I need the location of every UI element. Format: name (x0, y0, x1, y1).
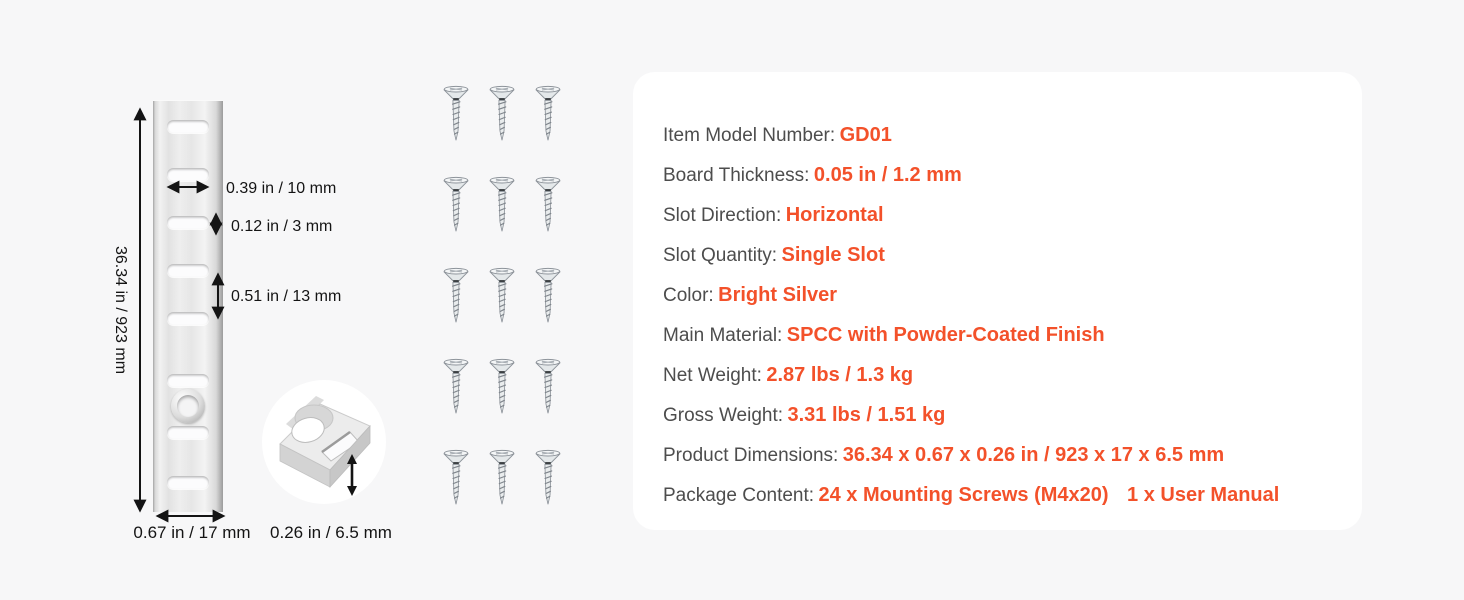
rail-width-label: 0.67 in / 17 mm (133, 523, 250, 542)
depth-arrow (347, 454, 357, 496)
screw-icon (533, 266, 563, 326)
spec-row-gross-weight: Gross Weight: 3.31 lbs / 1.51 kg (663, 395, 1332, 435)
spec-row-main-material: Main Material: SPCC with Powder-Coated F… (663, 315, 1332, 355)
screw-icon (487, 448, 517, 508)
spec-label: Item Model Number: (663, 125, 836, 146)
spec-label: Gross Weight: (663, 405, 784, 426)
depth-label: 0.26 in / 6.5 mm (270, 523, 392, 542)
spec-card: Item Model Number: GD01 Board Thickness:… (633, 72, 1362, 530)
screw-icon (533, 175, 563, 235)
screw-icon (487, 266, 517, 326)
screw-icon (441, 175, 471, 235)
spec-row-product-dimensions: Product Dimensions: 36.34 x 0.67 x 0.26 … (663, 435, 1332, 475)
slot-width-label: 0.39 in / 10 mm (226, 180, 336, 197)
spec-row-package-content: Package Content: 24 x Mounting Screws (M… (663, 475, 1332, 515)
spec-value: 2.87 lbs / 1.3 kg (766, 364, 914, 386)
spec-label: Board Thickness: (663, 165, 810, 186)
height-dimension-label: 36.34 in / 923 mm (112, 246, 129, 374)
rail-slot (167, 426, 209, 439)
screws-grid (441, 84, 563, 508)
spec-value: Single Slot (781, 244, 885, 266)
rail-diagram (153, 100, 223, 512)
screw-hole-ring (171, 389, 205, 423)
spec-label: Slot Quantity: (663, 245, 778, 266)
rail-slot (167, 476, 209, 489)
spec-value: SPCC with Powder-Coated Finish (786, 324, 1105, 346)
rail-slot (167, 168, 209, 181)
spec-row-board-thickness: Board Thickness: 0.05 in / 1.2 mm (663, 155, 1332, 195)
screw-icon (533, 448, 563, 508)
height-dimension: 36.34 in / 923 mm (112, 107, 147, 513)
rail-slot (167, 374, 209, 387)
spec-label: Color: (663, 285, 714, 306)
screw-icon (441, 448, 471, 508)
spec-value: 24 x Mounting Screws (M4x20) (818, 484, 1109, 506)
spec-label: Package Content: (663, 485, 815, 506)
screw-icon (487, 175, 517, 235)
screw-icon (441, 357, 471, 417)
spec-label: Slot Direction: (663, 205, 782, 226)
spec-label: Main Material: (663, 325, 783, 346)
spec-row-slot-direction: Slot Direction: Horizontal (663, 195, 1332, 235)
spec-row-item-model-number: Item Model Number: GD01 (663, 115, 1332, 155)
rail-slot (167, 264, 209, 277)
depth-inset-circle (262, 380, 386, 504)
screw-icon (487, 84, 517, 144)
screw-icon (441, 266, 471, 326)
spec-value: 0.05 in / 1.2 mm (813, 164, 962, 186)
slot-pitch-label: 0.51 in / 13 mm (231, 288, 341, 305)
rail-slot (167, 312, 209, 325)
spec-value: GD01 (839, 124, 892, 146)
spec-value-secondary: 1 x User Manual (1127, 484, 1280, 506)
spec-row-slot-quantity: Slot Quantity: Single Slot (663, 235, 1332, 275)
spec-value: Horizontal (785, 204, 884, 226)
spec-value: 36.34 x 0.67 x 0.26 in / 923 x 17 x 6.5 … (842, 444, 1225, 466)
spec-label: Product Dimensions: (663, 445, 839, 466)
slot-gap-label: 0.12 in / 3 mm (231, 218, 332, 235)
screw-icon (533, 84, 563, 144)
screw-icon (487, 357, 517, 417)
rail-profile-3d (279, 396, 371, 496)
rail-width-dimension: 0.67 in / 17 mm (133, 509, 251, 542)
spec-label: Net Weight: (663, 365, 762, 386)
rail-slot (167, 120, 209, 133)
spec-value: Bright Silver (718, 284, 838, 306)
screw-icon (441, 84, 471, 144)
rail-slot (167, 216, 209, 229)
slot-pitch-dimension: 0.51 in / 13 mm (211, 272, 341, 320)
spec-value: 3.31 lbs / 1.51 kg (787, 404, 946, 426)
spec-row-net-weight: Net Weight: 2.87 lbs / 1.3 kg (663, 355, 1332, 395)
screw-hole (177, 395, 199, 417)
slot-width-dimension: 0.39 in / 10 mm (166, 180, 336, 197)
screw-icon (533, 357, 563, 417)
slot-gap-dimension: 0.12 in / 3 mm (209, 212, 332, 236)
spec-row-color: Color: Bright Silver (663, 275, 1332, 315)
